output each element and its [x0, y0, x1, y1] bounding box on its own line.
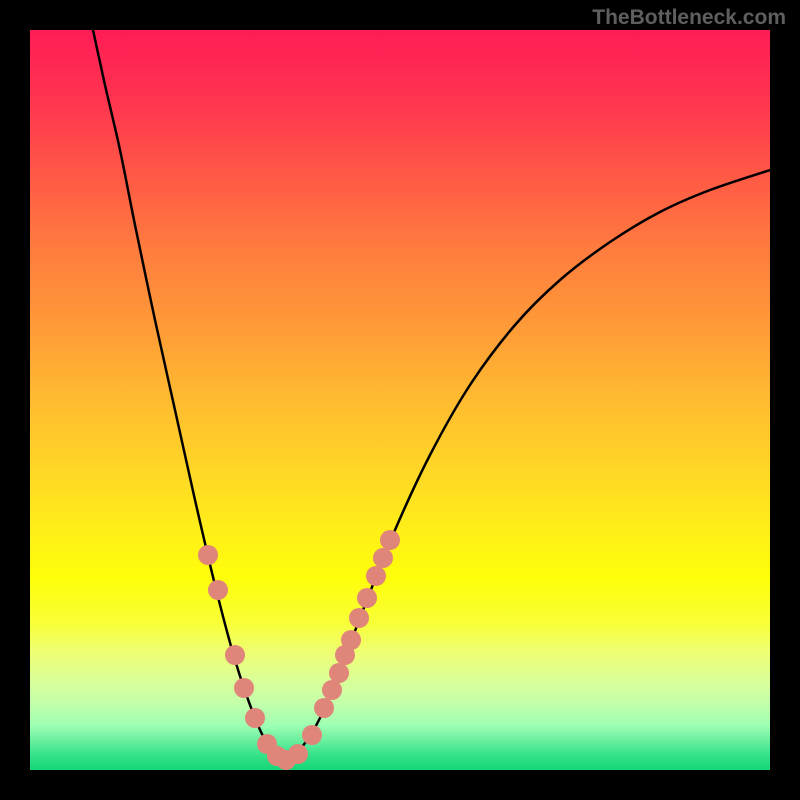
curve-marker	[234, 678, 254, 698]
bottleneck-curve	[93, 30, 770, 760]
curve-marker	[380, 530, 400, 550]
curve-marker	[198, 545, 218, 565]
curve-marker	[357, 588, 377, 608]
curve-marker	[245, 708, 265, 728]
curve-marker	[288, 744, 308, 764]
curve-marker	[314, 698, 334, 718]
curve-marker	[225, 645, 245, 665]
curve-marker	[208, 580, 228, 600]
curve-marker	[341, 630, 361, 650]
curve-marker	[373, 548, 393, 568]
chart-frame: TheBottleneck.com	[0, 0, 800, 800]
curve-marker	[329, 663, 349, 683]
curve-svg	[30, 30, 770, 770]
plot-area	[30, 30, 770, 770]
curve-marker	[366, 566, 386, 586]
curve-marker	[349, 608, 369, 628]
watermark-text: TheBottleneck.com	[592, 6, 786, 30]
curve-markers	[198, 530, 400, 770]
curve-marker	[302, 725, 322, 745]
